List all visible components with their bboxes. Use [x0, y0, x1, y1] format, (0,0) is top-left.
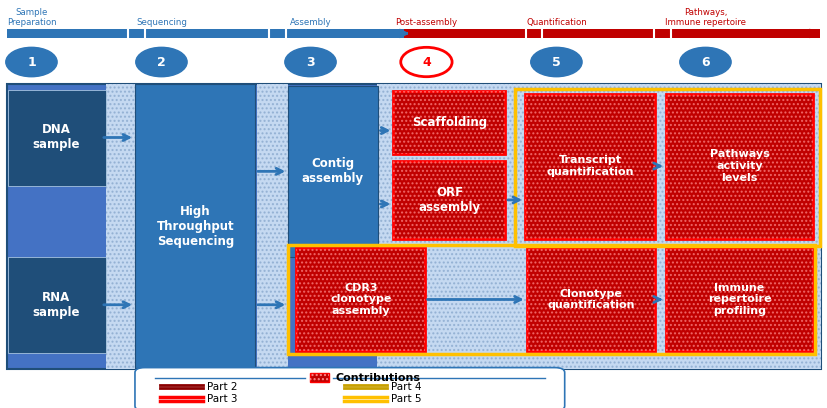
- Text: 2: 2: [157, 55, 165, 69]
- Text: CDR3
clonotype
assembly: CDR3 clonotype assembly: [330, 283, 391, 316]
- Text: 3: 3: [306, 55, 314, 69]
- Bar: [526, 248, 654, 351]
- FancyBboxPatch shape: [135, 368, 564, 408]
- Bar: [665, 94, 812, 239]
- Text: Transcript
quantification: Transcript quantification: [546, 155, 633, 177]
- Bar: [310, 373, 328, 382]
- Text: ORF
assembly: ORF assembly: [418, 186, 480, 214]
- Text: 6: 6: [700, 55, 709, 69]
- Text: Immune
repertoire
profiling: Immune repertoire profiling: [707, 283, 770, 316]
- Text: Assembly: Assembly: [289, 18, 331, 27]
- Bar: [524, 94, 654, 239]
- Bar: [288, 245, 814, 354]
- Bar: [393, 91, 504, 154]
- Text: Clonotype
quantification: Clonotype quantification: [547, 289, 634, 310]
- Ellipse shape: [6, 47, 57, 77]
- Text: Sequencing: Sequencing: [136, 18, 187, 27]
- Text: Post-assembly: Post-assembly: [394, 18, 457, 27]
- Text: Part 5: Part 5: [390, 394, 421, 404]
- Bar: [256, 84, 288, 369]
- Ellipse shape: [284, 47, 336, 77]
- Text: Part 4: Part 4: [390, 382, 421, 392]
- Bar: [106, 84, 135, 369]
- Text: Part 2: Part 2: [207, 382, 237, 392]
- Bar: [526, 248, 654, 351]
- Text: Contig
assembly: Contig assembly: [301, 157, 364, 185]
- Text: DNA
sample: DNA sample: [32, 124, 80, 151]
- Text: Scaffolding: Scaffolding: [412, 116, 486, 129]
- Bar: [404, 29, 819, 38]
- Text: Quantification: Quantification: [525, 18, 586, 27]
- Bar: [310, 373, 328, 382]
- Bar: [393, 161, 504, 239]
- Bar: [7, 29, 412, 38]
- Text: 5: 5: [552, 55, 560, 69]
- Bar: [7, 84, 820, 369]
- Bar: [296, 248, 424, 351]
- Text: 4: 4: [422, 55, 430, 69]
- Bar: [665, 94, 812, 239]
- Bar: [376, 84, 820, 369]
- Bar: [135, 84, 255, 368]
- Text: 1: 1: [27, 55, 36, 69]
- Bar: [296, 248, 424, 351]
- Ellipse shape: [136, 47, 187, 77]
- Bar: [8, 90, 106, 186]
- Bar: [376, 84, 820, 369]
- Bar: [665, 248, 812, 351]
- Bar: [256, 84, 288, 369]
- Text: Pathways,
Immune repertoire: Pathways, Immune repertoire: [664, 7, 745, 27]
- Text: Contributions: Contributions: [335, 373, 420, 383]
- Bar: [288, 86, 377, 257]
- Bar: [393, 91, 504, 154]
- Bar: [393, 161, 504, 239]
- Text: High
Throughput
Sequencing: High Throughput Sequencing: [156, 205, 234, 248]
- Text: Pathways
activity
levels: Pathways activity levels: [709, 149, 768, 183]
- Ellipse shape: [400, 47, 452, 77]
- Text: Sample
Preparation: Sample Preparation: [7, 7, 56, 27]
- Bar: [106, 84, 135, 369]
- Text: Part 3: Part 3: [207, 394, 237, 404]
- Bar: [8, 257, 106, 353]
- Ellipse shape: [679, 47, 730, 77]
- Bar: [665, 248, 812, 351]
- Ellipse shape: [530, 47, 581, 77]
- Bar: [524, 94, 654, 239]
- Bar: [514, 89, 819, 246]
- Text: RNA
sample: RNA sample: [32, 291, 80, 319]
